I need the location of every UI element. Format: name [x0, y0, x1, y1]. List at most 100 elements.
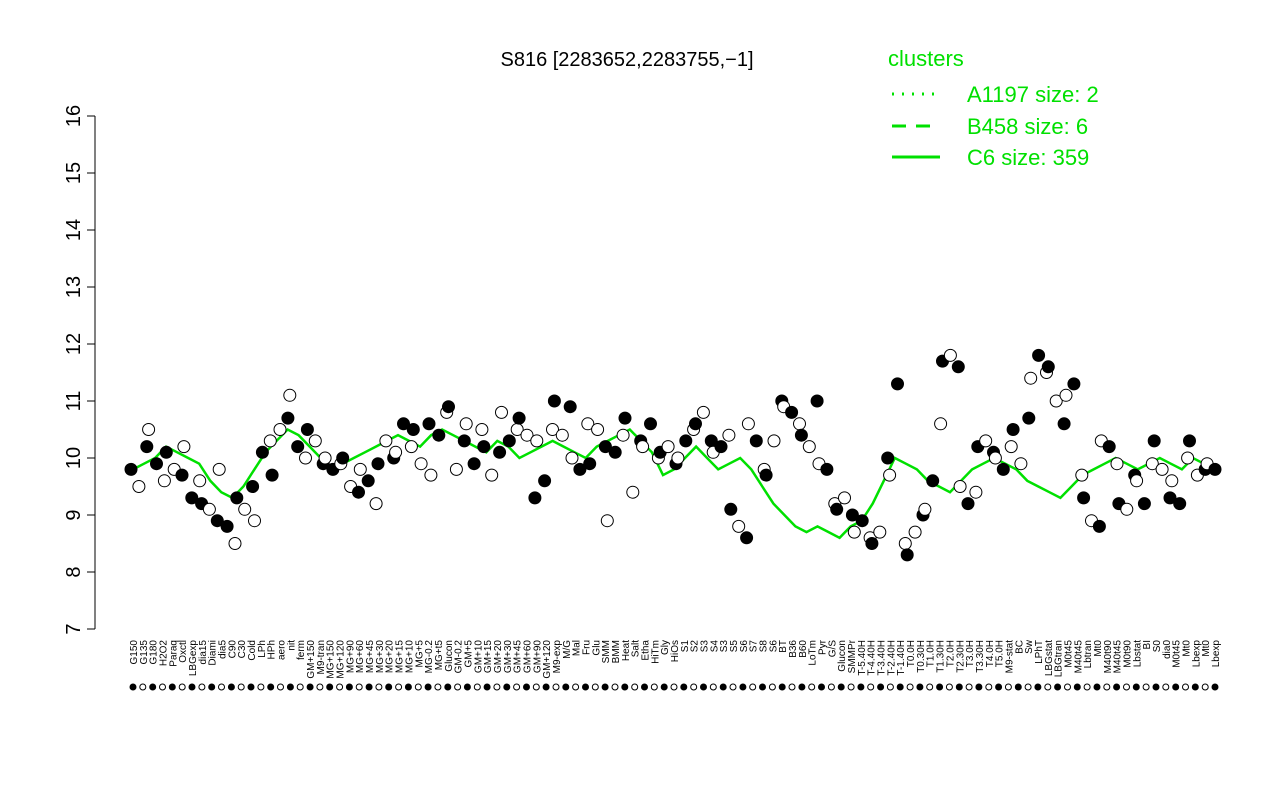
data-point: [210, 514, 224, 528]
x-tick-label: M0t45: [1172, 640, 1183, 668]
rug-mark: [454, 683, 462, 691]
data-point: [1041, 360, 1055, 374]
data-point: [926, 474, 940, 488]
data-point: [1183, 434, 1196, 448]
data-point: [283, 388, 297, 402]
rug-mark: [719, 683, 727, 691]
x-tick-label: GM+90: [532, 640, 543, 674]
rug-mark: [1211, 683, 1219, 691]
data-point: [228, 537, 242, 550]
data-point: [142, 423, 156, 436]
data-point: [1092, 519, 1106, 533]
x-tick-label: SMM: [601, 640, 612, 663]
rug-mark: [1123, 683, 1130, 691]
data-point: [722, 428, 736, 442]
rug-mark: [1083, 683, 1091, 691]
data-point: [246, 480, 260, 493]
x-tick-label: dia15: [198, 640, 209, 665]
data-point: [353, 462, 367, 476]
data-point: [336, 451, 350, 465]
x-tick-label: S3: [700, 640, 711, 653]
data-point: [996, 462, 1010, 476]
data-point: [1137, 497, 1151, 511]
x-tick-label: M40t45: [1073, 640, 1084, 674]
y-tick-label: 15: [63, 162, 85, 184]
data-point: [299, 451, 312, 465]
x-tick-label: LBGexp: [188, 640, 199, 677]
data-point: [918, 502, 932, 516]
rug-mark: [1024, 683, 1032, 691]
data-point: [263, 434, 277, 448]
rug-mark: [975, 683, 983, 691]
x-tick-label: LPhT: [1034, 640, 1045, 664]
data-point: [847, 525, 861, 539]
data-point: [626, 485, 640, 499]
x-tick-label: MG-0.2: [424, 640, 435, 674]
rug-mark: [385, 683, 393, 691]
data-point: [1024, 371, 1038, 385]
rug-mark: [847, 683, 855, 691]
rug-mark: [945, 683, 953, 691]
data-point: [934, 417, 948, 431]
x-tick-label: GM+10: [473, 640, 484, 674]
data-point: [883, 468, 897, 482]
rug-mark: [1132, 683, 1140, 691]
data-point: [608, 445, 622, 459]
x-tick-label: S4: [709, 640, 720, 653]
data-point: [212, 462, 226, 476]
x-tick-label: Lbtran: [1083, 640, 1094, 668]
rug-mark: [227, 683, 235, 691]
data-point: [424, 468, 438, 482]
y-axis: 7 8 9 10 11 12 13 14 15 16: [63, 105, 96, 635]
rug-mark: [798, 683, 806, 691]
x-tick-label: MG+120: [336, 640, 347, 679]
data-point: [1049, 394, 1063, 408]
data-point: [820, 462, 834, 476]
rug-mark: [1113, 683, 1121, 691]
data-point: [177, 440, 191, 454]
data-point: [124, 462, 138, 476]
data-point: [1163, 491, 1177, 505]
rug-mark: [965, 683, 973, 691]
legend: clusters A1197 size: 2 B458 size: 6 C6 s…: [888, 46, 1099, 170]
legend-entry-label: A1197 size: 2: [967, 82, 1099, 107]
data-point: [555, 428, 569, 442]
data-point: [1014, 457, 1028, 471]
rug-mark: [1064, 683, 1071, 691]
rug-mark: [483, 683, 491, 691]
chart-title: S816 [2283652,2283755,−1]: [500, 49, 753, 71]
x-tick-label: M9-tran: [316, 640, 327, 674]
data-point: [908, 525, 922, 539]
rug-mark: [1044, 683, 1052, 691]
rug-mark: [759, 683, 766, 691]
rug-mark: [1103, 683, 1111, 691]
rug-mark: [218, 683, 225, 691]
x-tick-label: Mt0: [1182, 640, 1193, 657]
data-point: [865, 537, 879, 550]
x-tick-label: GM+60: [523, 640, 534, 674]
rug-mark: [1172, 683, 1180, 691]
rug-mark: [424, 683, 432, 691]
rug-mark: [709, 683, 717, 691]
data-point: [414, 457, 428, 471]
data-point: [1130, 474, 1144, 488]
data-point: [741, 417, 755, 431]
data-point: [573, 462, 587, 476]
data-point: [308, 434, 322, 448]
rug-mark: [926, 683, 934, 691]
x-axis: G150G135G180H2O2ParaqOxctlLBGexpdia15Dia…: [129, 639, 1222, 691]
x-tick-label: Mt0: [1093, 640, 1104, 657]
data-point: [397, 417, 410, 431]
data-point: [1110, 457, 1124, 471]
data-point: [583, 457, 597, 471]
data-point: [732, 519, 746, 533]
rug-mark: [277, 683, 284, 691]
x-tick-label: LPh: [257, 640, 268, 658]
x-tick-label: S5: [729, 640, 740, 653]
rug-mark: [896, 683, 904, 691]
rug-mark: [906, 683, 914, 691]
rug-mark: [365, 683, 373, 691]
data-point: [248, 514, 261, 528]
data-point: [724, 502, 738, 516]
data-point: [873, 525, 887, 539]
